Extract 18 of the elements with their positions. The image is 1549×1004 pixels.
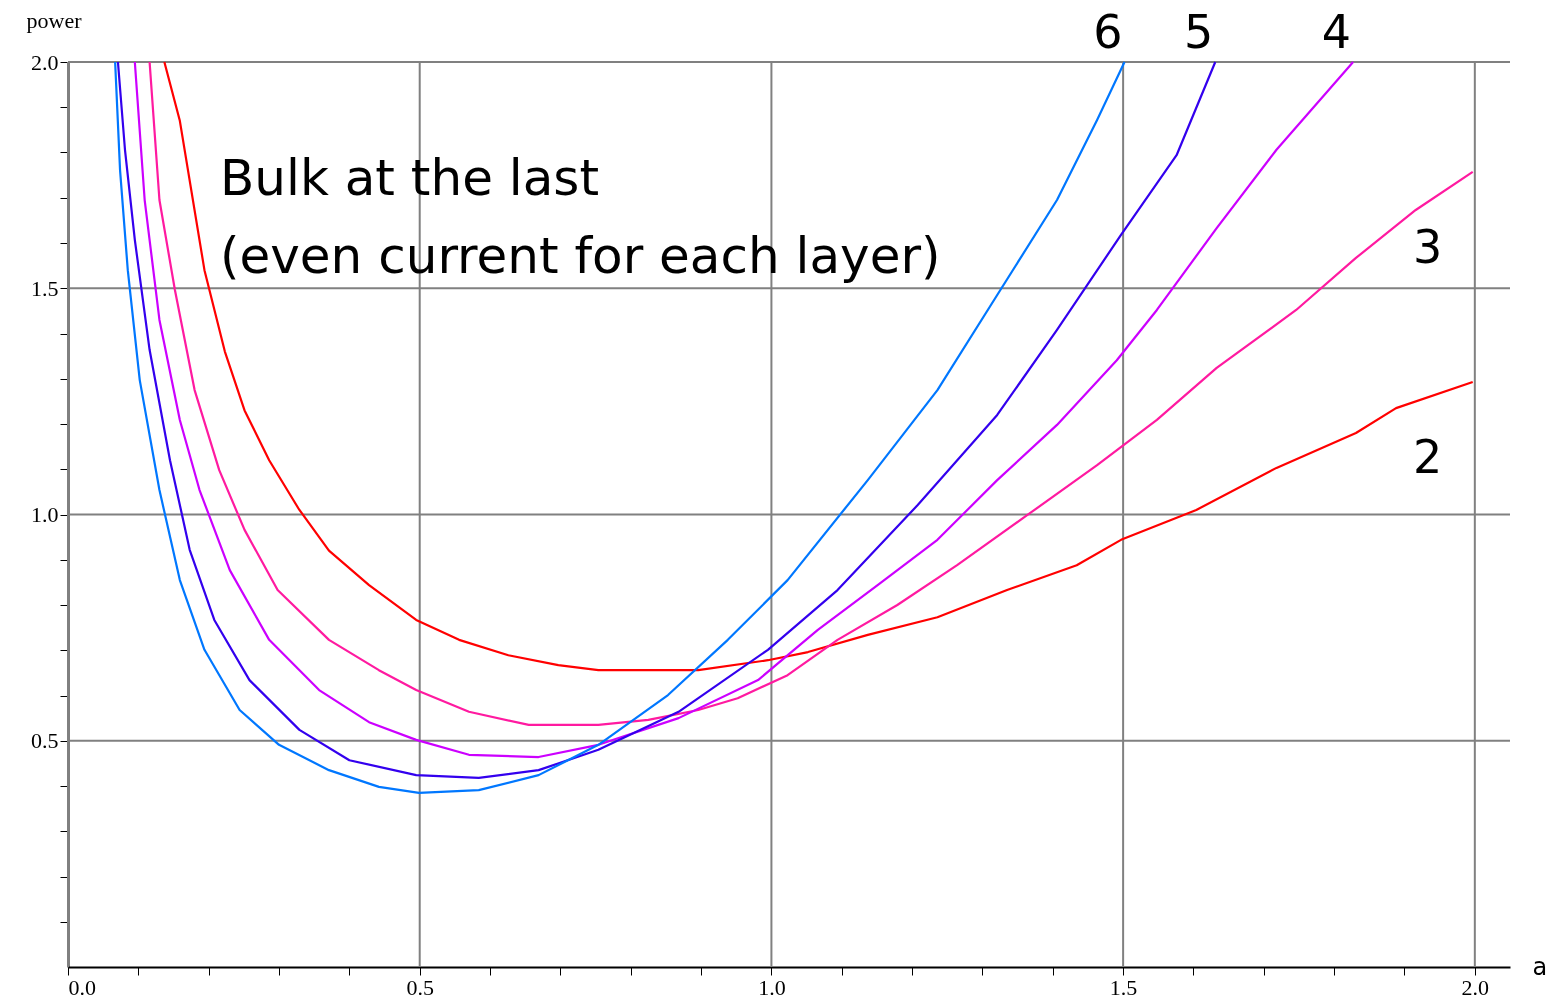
x-tick-label: 1.5	[1109, 974, 1138, 1000]
x-tick-label: 1.0	[758, 974, 786, 1000]
y-tick-label: 1.0	[31, 502, 59, 527]
x-axis-title: a	[1532, 952, 1548, 981]
series-label: 2	[1413, 429, 1443, 484]
series-label: 4	[1321, 5, 1352, 59]
annotation: (even current for each layer)	[220, 227, 941, 285]
x-tick-label: 0.5	[406, 974, 434, 1000]
x-tick-label: 2.0	[1461, 974, 1490, 1000]
y-tick-label: 1.5	[31, 275, 59, 301]
y-axis-title: power	[26, 7, 83, 33]
y-tick-label: 0.5	[31, 728, 59, 754]
series-label: 3	[1413, 219, 1443, 274]
series-label: 5	[1183, 5, 1214, 59]
annotation: Bulk at the last	[220, 149, 600, 207]
series-label: 6	[1093, 5, 1123, 59]
y-tick-label: 2.0	[31, 49, 59, 75]
x-tick-label: 0.0	[68, 974, 96, 1000]
